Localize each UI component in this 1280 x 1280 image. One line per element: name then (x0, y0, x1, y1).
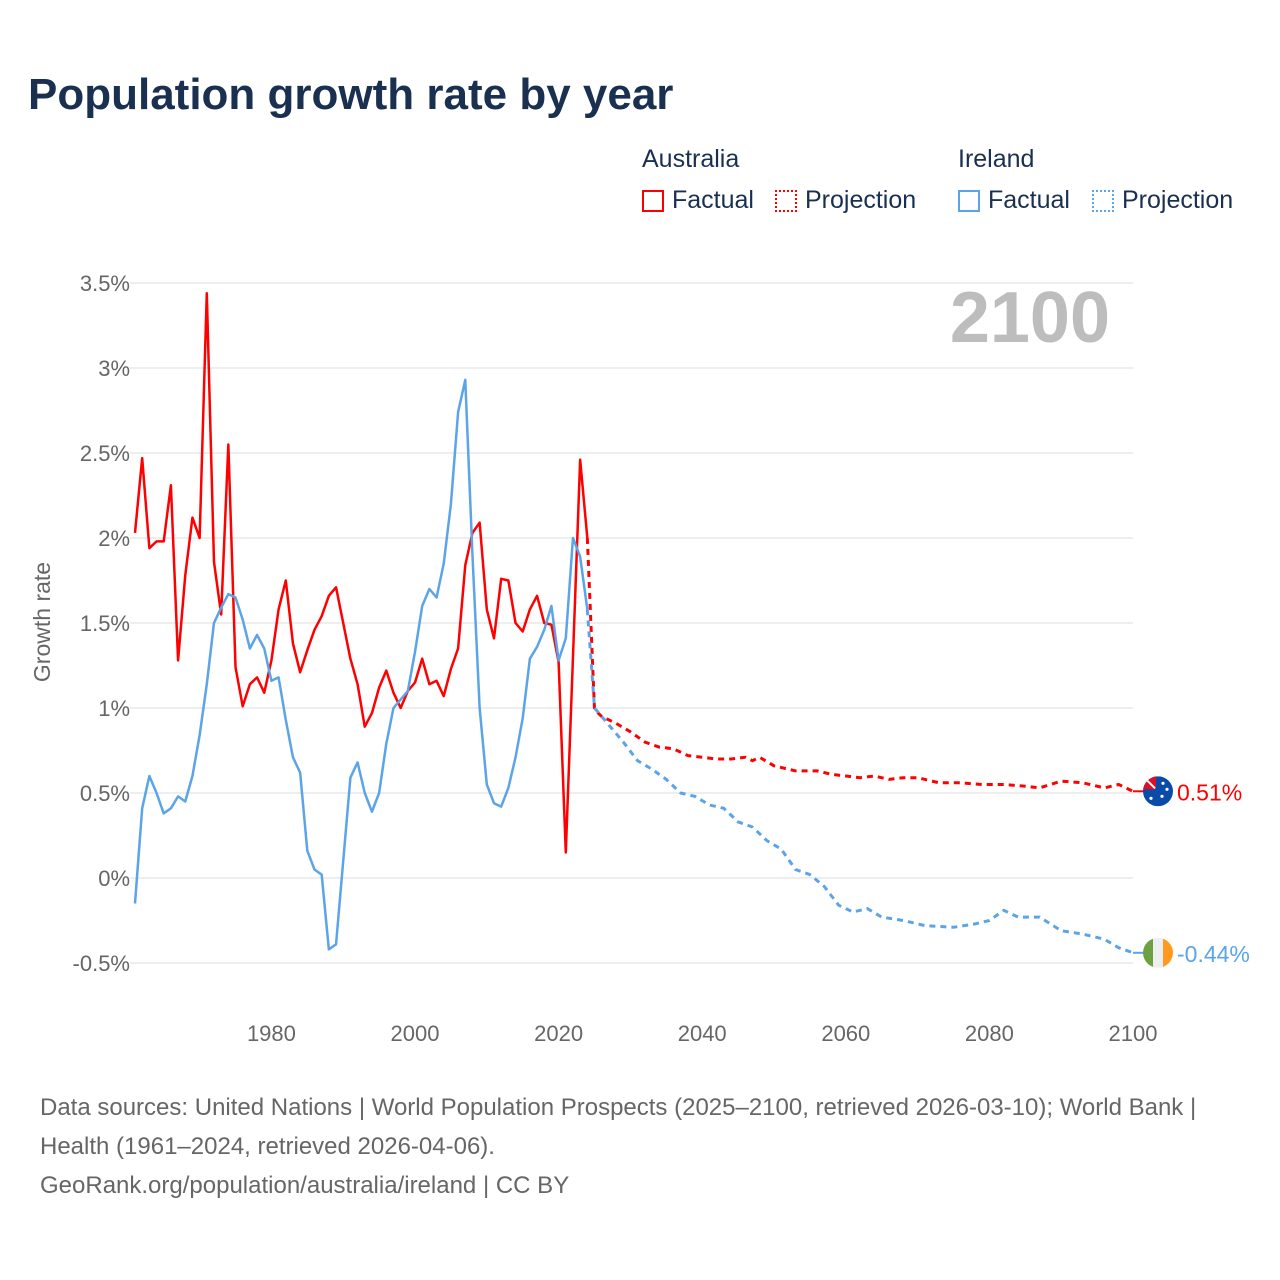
y-tick-label: -0.5% (73, 951, 130, 976)
x-tick-label: 2020 (534, 1021, 583, 1046)
y-tick-label: 1.5% (80, 611, 130, 636)
legend-australia-projection[interactable]: Projection (775, 186, 916, 215)
legend-swatch-solid-icon (958, 189, 980, 212)
ireland-flag-icon (1143, 937, 1173, 968)
x-tick-label: 2000 (391, 1021, 440, 1046)
legend-ireland-factual[interactable]: Factual (958, 186, 1070, 215)
y-tick-label: 3.5% (80, 271, 130, 296)
legend-swatch-solid-icon (642, 189, 664, 212)
australia-projection-line (585, 537, 1134, 793)
x-tick-label: 2040 (678, 1021, 727, 1046)
y-tick-label: 2.5% (80, 441, 130, 466)
legend-label: Projection (805, 186, 917, 214)
source-link[interactable]: GeoRank.org/population/australia/ireland… (40, 1172, 570, 1199)
legend-australia-factual[interactable]: Factual (642, 186, 754, 215)
y-tick-label: 0% (98, 866, 130, 891)
legend-swatch-dotted-icon (775, 189, 797, 212)
data-sources: Data sources: United Nations | World Pop… (40, 1094, 1197, 1160)
y-tick-label: 2% (98, 526, 130, 551)
y-tick-label: 3% (98, 356, 130, 381)
plot-area: -0.5% 0% 0.5% 1% 1.5% 2% 2.5% 3% 3.5% 1980 2000 202… (29, 271, 1250, 1046)
legend-label: Factual (672, 186, 754, 214)
australia-end-value: 0.51% (1177, 779, 1242, 805)
y-axis-label: Growth rate (29, 562, 55, 682)
chart-title: Population growth rate by year (28, 70, 674, 119)
legend-ireland-heading: Ireland (958, 145, 1035, 173)
australia-flag-icon (1143, 776, 1173, 807)
legend-label: Factual (988, 186, 1070, 214)
ireland-end-value: -0.44% (1177, 941, 1250, 967)
ireland-factual-line (133, 378, 589, 951)
x-tick-label: 2080 (965, 1021, 1014, 1046)
x-tick-label: 2100 (1109, 1021, 1158, 1046)
ireland-projection-line (585, 609, 1134, 955)
legend-australia-heading: Australia (642, 145, 740, 173)
x-tick-label: 1980 (247, 1021, 296, 1046)
year-watermark: 2100 (950, 278, 1110, 358)
legend-label: Projection (1122, 186, 1234, 214)
australia-factual-line (133, 291, 589, 854)
y-tick-label: 0.5% (80, 781, 130, 806)
y-tick-label: 1% (98, 696, 130, 721)
legend-ireland-projection[interactable]: Projection (1092, 186, 1233, 215)
x-tick-label: 2060 (821, 1021, 870, 1046)
footer: Data sources: United Nations | World Pop… (40, 1088, 1240, 1205)
legend-swatch-dotted-icon (1092, 189, 1114, 212)
